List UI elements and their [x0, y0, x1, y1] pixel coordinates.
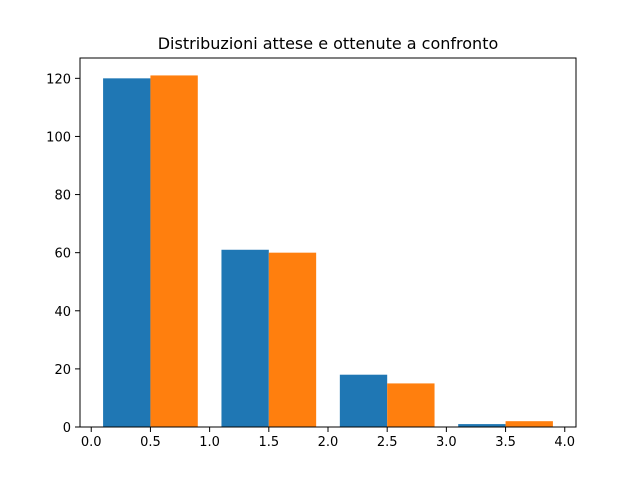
y-tick-label: 80 — [54, 189, 71, 204]
bar-series-1-4 — [458, 424, 506, 427]
x-tick-label: 2.5 — [377, 435, 398, 450]
bar-series-2-4 — [505, 421, 553, 427]
x-tick-label: 2.0 — [318, 435, 339, 450]
x-tick-label: 4.0 — [554, 435, 575, 450]
bar-series-2-1 — [150, 75, 198, 427]
bar-series-1-3 — [339, 374, 388, 427]
y-axis-ticks: 0 20 40 60 80 100 120 — [46, 72, 80, 436]
y-tick-label: 40 — [54, 305, 71, 320]
bar-series-1-1 — [103, 78, 151, 427]
bars-group — [103, 75, 553, 427]
y-tick-label: 120 — [46, 72, 71, 87]
y-tick-label: 100 — [46, 130, 71, 145]
x-tick-label: 3.0 — [436, 435, 457, 450]
x-tick-label: 0.5 — [140, 435, 161, 450]
y-tick-label: 20 — [54, 363, 71, 378]
plot-frame — [79, 57, 577, 428]
x-axis-ticks: 0.0 0.5 1.0 1.5 2.0 2.5 3.0 3.5 4.0 — [81, 427, 575, 450]
bar-series-1-2 — [221, 249, 269, 427]
x-tick-label: 0.0 — [81, 435, 102, 450]
bar-series-2-2 — [268, 252, 317, 427]
y-tick-label: 60 — [54, 247, 71, 262]
x-tick-label: 3.5 — [495, 435, 516, 450]
chart-title: Distribuzioni attese e ottenute a confro… — [158, 34, 499, 53]
y-tick-label: 0 — [63, 421, 71, 436]
x-tick-label: 1.5 — [258, 435, 279, 450]
bar-series-2-3 — [387, 383, 435, 427]
x-tick-label: 1.0 — [199, 435, 220, 450]
